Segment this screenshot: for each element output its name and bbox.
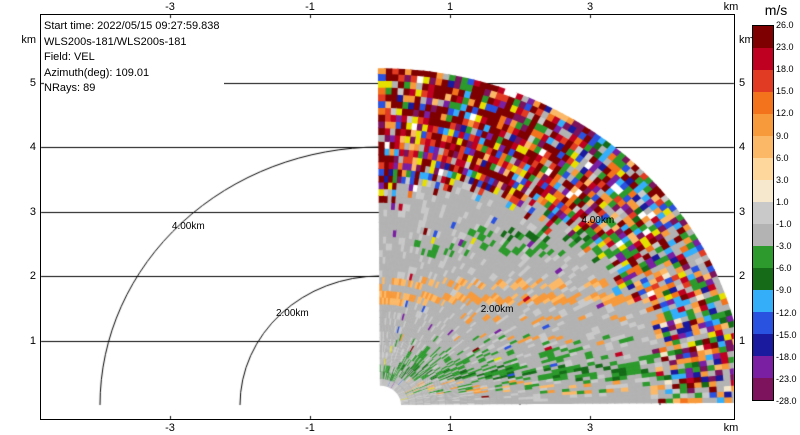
colorbar-segment bbox=[753, 158, 773, 180]
colorbar-tick-label: 6.0 bbox=[776, 152, 789, 163]
info-panel: Start time: 2022/05/15 09:27:59.838 WLS20… bbox=[44, 19, 224, 99]
colorbar-segment bbox=[753, 268, 773, 290]
info-line: NRays: 89 bbox=[44, 82, 96, 94]
colorbar-segment bbox=[753, 136, 773, 158]
x-axis-top-tick-label: -3 bbox=[165, 1, 175, 13]
range-ring-label: 2.00km bbox=[275, 307, 309, 319]
colorbar-segment bbox=[753, 290, 773, 312]
x-axis-top-tick-label: 3 bbox=[586, 1, 594, 13]
colorbar-segment bbox=[753, 356, 773, 378]
colorbar-tick-label: -23.0 bbox=[776, 373, 797, 384]
colorbar-tick-label: 26.0 bbox=[776, 20, 794, 30]
colorbar-tick-label: -3.0 bbox=[776, 241, 792, 252]
info-line: Azimuth(deg): 109.01 bbox=[44, 66, 150, 79]
colorbar-segment bbox=[753, 378, 773, 400]
y-axis-right-tick-label: 1 bbox=[739, 334, 746, 347]
colorbar-segment bbox=[753, 224, 773, 246]
x-axis-top-unit-label: km bbox=[723, 1, 739, 13]
colorbar-tick-label: -18.0 bbox=[776, 351, 797, 362]
colorbar-segment bbox=[753, 180, 773, 202]
info-line: WLS200s-181/WLS200s-181 bbox=[44, 35, 187, 48]
colorbar-tick-label: -15.0 bbox=[776, 329, 797, 340]
range-ring-label: 2.00km bbox=[480, 304, 514, 316]
y-axis-right-tick-label: 2 bbox=[739, 270, 746, 282]
x-axis-top-tick-label: -1 bbox=[305, 1, 315, 13]
colorbar-segment bbox=[753, 246, 773, 268]
range-ring-label: 4.00km bbox=[171, 221, 205, 233]
x-axis-bottom-tick-label: 1 bbox=[446, 422, 454, 434]
y-axis-left-unit-label: km bbox=[21, 34, 36, 46]
colorbar-segment bbox=[753, 92, 773, 114]
info-line: Field: VEL bbox=[44, 51, 95, 63]
colorbar bbox=[752, 25, 774, 401]
y-axis-right-tick-label: 3 bbox=[739, 205, 746, 218]
y-axis-right-tick-label: 5 bbox=[739, 76, 746, 89]
colorbar-tick-label: 23.0 bbox=[776, 42, 794, 53]
x-axis-bottom-unit-label: km bbox=[723, 422, 739, 434]
colorbar-tick-label: 12.0 bbox=[776, 108, 794, 119]
range-ring-label: 4.00km bbox=[581, 214, 615, 226]
colorbar-segment bbox=[753, 26, 773, 48]
colorbar-segment bbox=[753, 48, 773, 70]
colorbar-segment bbox=[753, 334, 773, 356]
x-axis-bottom-tick-label: -3 bbox=[165, 422, 175, 434]
colorbar-segment bbox=[753, 114, 773, 136]
colorbar-tick-label: -6.0 bbox=[776, 263, 792, 274]
colorbar-tick-label: -12.0 bbox=[776, 307, 797, 318]
info-line: Start time: 2022/05/15 09:27:59.838 bbox=[44, 20, 220, 32]
colorbar-segment bbox=[753, 312, 773, 334]
y-axis-left-tick-label: 5 bbox=[29, 76, 36, 89]
colorbar-tick-label: 9.0 bbox=[776, 130, 789, 141]
y-axis-right-unit-label: km bbox=[739, 34, 754, 46]
colorbar-tick-label: 18.0 bbox=[776, 64, 794, 75]
x-axis-bottom-tick-label: -1 bbox=[305, 422, 315, 434]
x-axis-bottom-tick-label: 3 bbox=[586, 422, 594, 434]
x-axis-top-tick-label: 1 bbox=[446, 1, 454, 13]
y-axis-right-tick-label: 4 bbox=[739, 141, 746, 153]
colorbar-tick-label: -1.0 bbox=[776, 219, 792, 230]
y-axis-left-tick-label: 4 bbox=[29, 141, 36, 153]
colorbar-segment bbox=[753, 70, 773, 92]
y-axis-left-tick-label: 2 bbox=[29, 270, 36, 282]
colorbar-tick-label: -28.0 bbox=[776, 396, 797, 406]
colorbar-tick-label: -9.0 bbox=[776, 285, 792, 296]
colorbar-segment bbox=[753, 202, 773, 224]
colorbar-title: m/s bbox=[764, 2, 788, 18]
colorbar-tick-label: 3.0 bbox=[776, 174, 789, 185]
y-axis-left-tick-label: 1 bbox=[29, 334, 36, 347]
y-axis-left-tick-label: 3 bbox=[29, 205, 36, 218]
colorbar-tick-label: 15.0 bbox=[776, 86, 794, 97]
colorbar-tick-label: 1.0 bbox=[776, 196, 789, 207]
